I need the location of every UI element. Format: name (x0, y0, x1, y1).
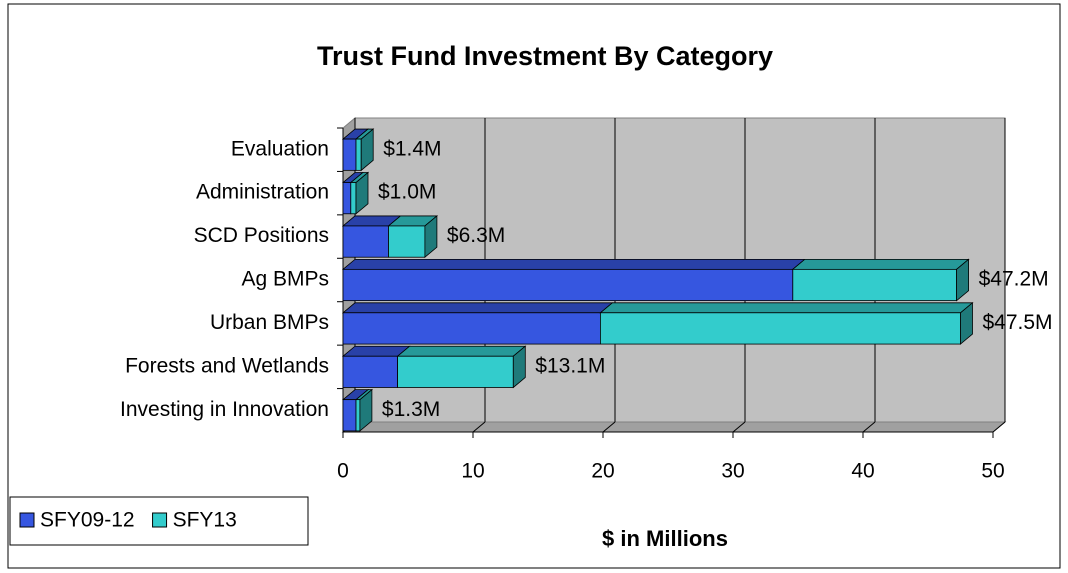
x-tick-label: 30 (721, 460, 744, 483)
total-label: $13.1M (535, 354, 605, 377)
total-label: $47.5M (983, 311, 1053, 334)
bar (350, 182, 357, 215)
total-label: $1.0M (378, 181, 436, 204)
bar (342, 355, 398, 388)
bar-side (956, 258, 969, 302)
total-label: $1.3M (382, 398, 440, 421)
x-tick-label: 0 (337, 460, 349, 483)
total-label: $1.4M (383, 137, 441, 160)
bar-top (599, 302, 974, 314)
bar-side (960, 301, 973, 345)
x-axis-title: $ in Millions (602, 526, 728, 551)
bar (342, 138, 357, 171)
y-tick-label: Investing in Innovation (120, 398, 329, 421)
bar-top (791, 258, 970, 270)
total-label: $47.2M (979, 268, 1049, 291)
total-label: $6.3M (447, 224, 505, 247)
bar (388, 225, 426, 258)
bar (342, 225, 389, 258)
bar (342, 399, 357, 432)
plot-floor (341, 421, 1007, 433)
grid-line (992, 421, 1006, 433)
bar (355, 399, 361, 432)
bar-top (396, 345, 527, 357)
bar (342, 268, 794, 302)
bar (792, 268, 957, 302)
grid-line (472, 421, 486, 433)
bar (355, 138, 362, 171)
x-tick-label: 40 (851, 460, 874, 483)
bar (342, 312, 601, 345)
legend-swatch (152, 512, 168, 528)
y-tick-label: SCD Positions (194, 224, 329, 247)
bar (397, 355, 514, 388)
chart-title: Trust Fund Investment By Category (317, 41, 773, 71)
y-tick-label: Ag BMPs (241, 268, 329, 291)
y-tick-label: Urban BMPs (210, 311, 329, 334)
bar-side (355, 171, 369, 215)
bar (600, 312, 961, 345)
y-tick-label: Administration (196, 181, 329, 204)
bar-side (359, 388, 373, 432)
bar-top (341, 258, 806, 270)
y-tick-label: Evaluation (231, 137, 329, 160)
bar (342, 182, 352, 215)
grid-line (732, 421, 746, 433)
y-tick-label: Forests and Wetlands (125, 354, 329, 377)
bar-top (341, 302, 614, 314)
x-tick-label: 20 (591, 460, 614, 483)
x-tick-label: 50 (981, 460, 1004, 483)
bar-side (360, 128, 374, 172)
legend-label: SFY09-12 (40, 509, 135, 532)
legend-label: SFY13 (173, 509, 237, 532)
bar-side (424, 215, 438, 259)
bar-side (512, 345, 526, 389)
grid-line (602, 421, 616, 433)
x-tick-label: 10 (461, 460, 484, 483)
legend-swatch (19, 512, 35, 528)
grid-line (862, 421, 876, 433)
